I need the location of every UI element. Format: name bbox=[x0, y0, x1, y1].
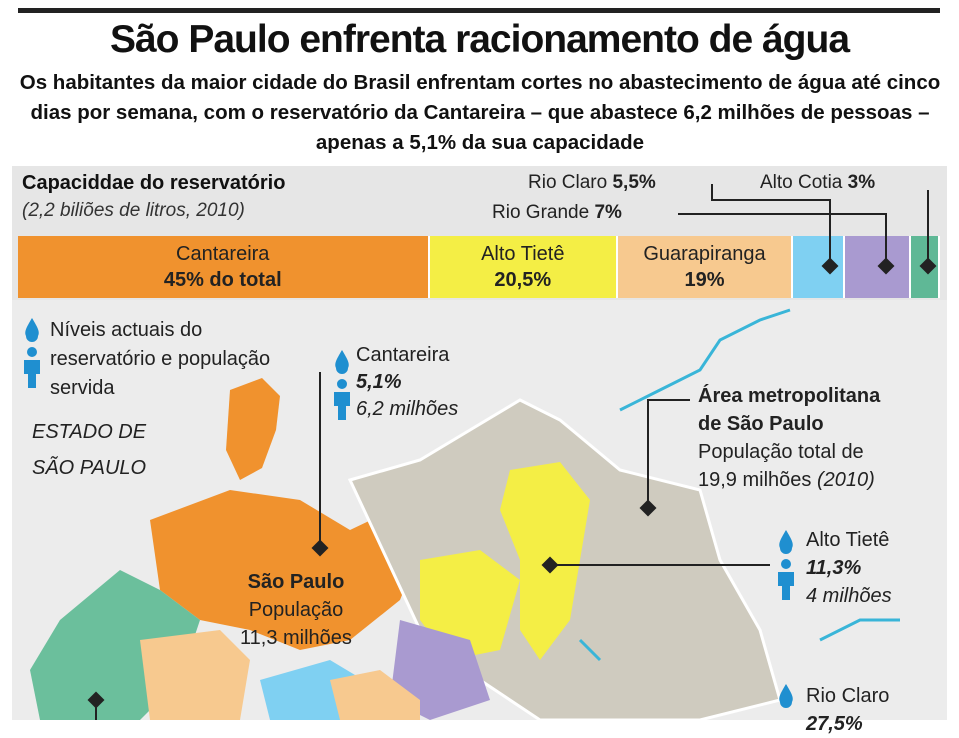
reservoir-label: Alto Tietê 11,3% 4 milhões bbox=[806, 526, 892, 610]
capacity-segment: Cantareira 45% do total bbox=[18, 236, 430, 298]
capacity-note: (2,2 biliões de litros, 2010) bbox=[22, 200, 245, 221]
map-legend: Níveis actuais do reservatório e populaç… bbox=[50, 316, 270, 403]
metro-year: (2010) bbox=[816, 469, 875, 491]
capacity-title: Capaciddae do reservatório bbox=[22, 172, 286, 194]
reservoir-level: 27,5% bbox=[806, 713, 863, 735]
city-label: São Paulo População 11,3 milhões bbox=[240, 568, 352, 652]
legend-line: Níveis actuais do bbox=[50, 319, 203, 341]
metro-population: 19,9 milhões bbox=[698, 469, 812, 491]
capacity-segment bbox=[845, 236, 911, 298]
reservoir-label: Cantareira 5,1% 6,2 milhões bbox=[356, 342, 458, 423]
icons bbox=[24, 318, 794, 708]
subtitle: Os habitantes da maior cidade do Brasil … bbox=[19, 71, 941, 154]
segment-value: 20,5% bbox=[494, 269, 552, 291]
callout-value: 7% bbox=[594, 202, 622, 223]
segment-name: Cantareira bbox=[176, 243, 270, 265]
metro-population: População total de bbox=[698, 441, 864, 463]
segment-name: Alto Tietê bbox=[481, 243, 565, 265]
rivers bbox=[578, 308, 900, 662]
map-regions bbox=[30, 378, 782, 720]
city-name: São Paulo bbox=[247, 571, 345, 593]
segment-value: 45% do total bbox=[163, 269, 282, 291]
segment-value: 19% bbox=[684, 269, 725, 291]
segment-name: Guarapiranga bbox=[643, 243, 766, 265]
top-rule bbox=[18, 8, 940, 13]
metro-title: de São Paulo bbox=[698, 413, 824, 435]
capacity-segment: Alto Tietê 20,5% bbox=[429, 236, 619, 298]
metro-population-line: 19,9 milhões (2010) bbox=[698, 466, 880, 494]
callout: Rio Grande 7% bbox=[492, 202, 622, 224]
title: São Paulo enfrenta racionamento de água bbox=[109, 18, 850, 61]
callout: Alto Cotia 3% bbox=[760, 172, 875, 194]
capacity-segment: Guarapiranga 19% bbox=[618, 236, 793, 298]
map bbox=[12, 300, 947, 720]
reservoir-population: 6,2 milhões bbox=[356, 398, 459, 420]
leader-lines bbox=[95, 372, 770, 720]
reservoir-level: 11,3% bbox=[806, 557, 862, 579]
metro-title: Área metropolitana bbox=[698, 385, 881, 407]
state-line: ESTADO DE bbox=[32, 421, 147, 443]
state-label: ESTADO DE SÃO PAULO bbox=[32, 414, 146, 486]
legend-line: reservatório e população bbox=[50, 348, 271, 370]
callout-name: Rio Grande bbox=[492, 202, 590, 223]
legend-line: servida bbox=[50, 377, 115, 399]
callout-value: 5,5% bbox=[612, 172, 656, 193]
callout-name: Rio Claro bbox=[528, 172, 608, 193]
callout-lines bbox=[678, 184, 937, 275]
callout-name: Alto Cotia bbox=[760, 172, 843, 193]
reservoir-name: Cantareira bbox=[356, 344, 450, 366]
reservoir-name: Rio Claro bbox=[806, 685, 890, 707]
metro-label: Área metropolitana de São Paulo Populaçã… bbox=[698, 382, 880, 494]
callout-value: 3% bbox=[847, 172, 876, 193]
city-population-label: População bbox=[248, 599, 344, 621]
reservoir-level: 5,1% bbox=[356, 371, 402, 393]
page: {"header":{"title":"São Paulo enfrenta r… bbox=[12, 8, 947, 735]
city-population: 11,3 milhões bbox=[240, 627, 352, 649]
reservoir-population: 4 milhões bbox=[806, 585, 892, 607]
reservoir-label: Rio Claro 27,5% bbox=[806, 682, 889, 738]
reservoir-name: Alto Tietê bbox=[806, 529, 890, 551]
leader-points bbox=[87, 499, 657, 709]
callout: Rio Claro 5,5% bbox=[528, 172, 656, 194]
state-line: SÃO PAULO bbox=[32, 457, 147, 479]
